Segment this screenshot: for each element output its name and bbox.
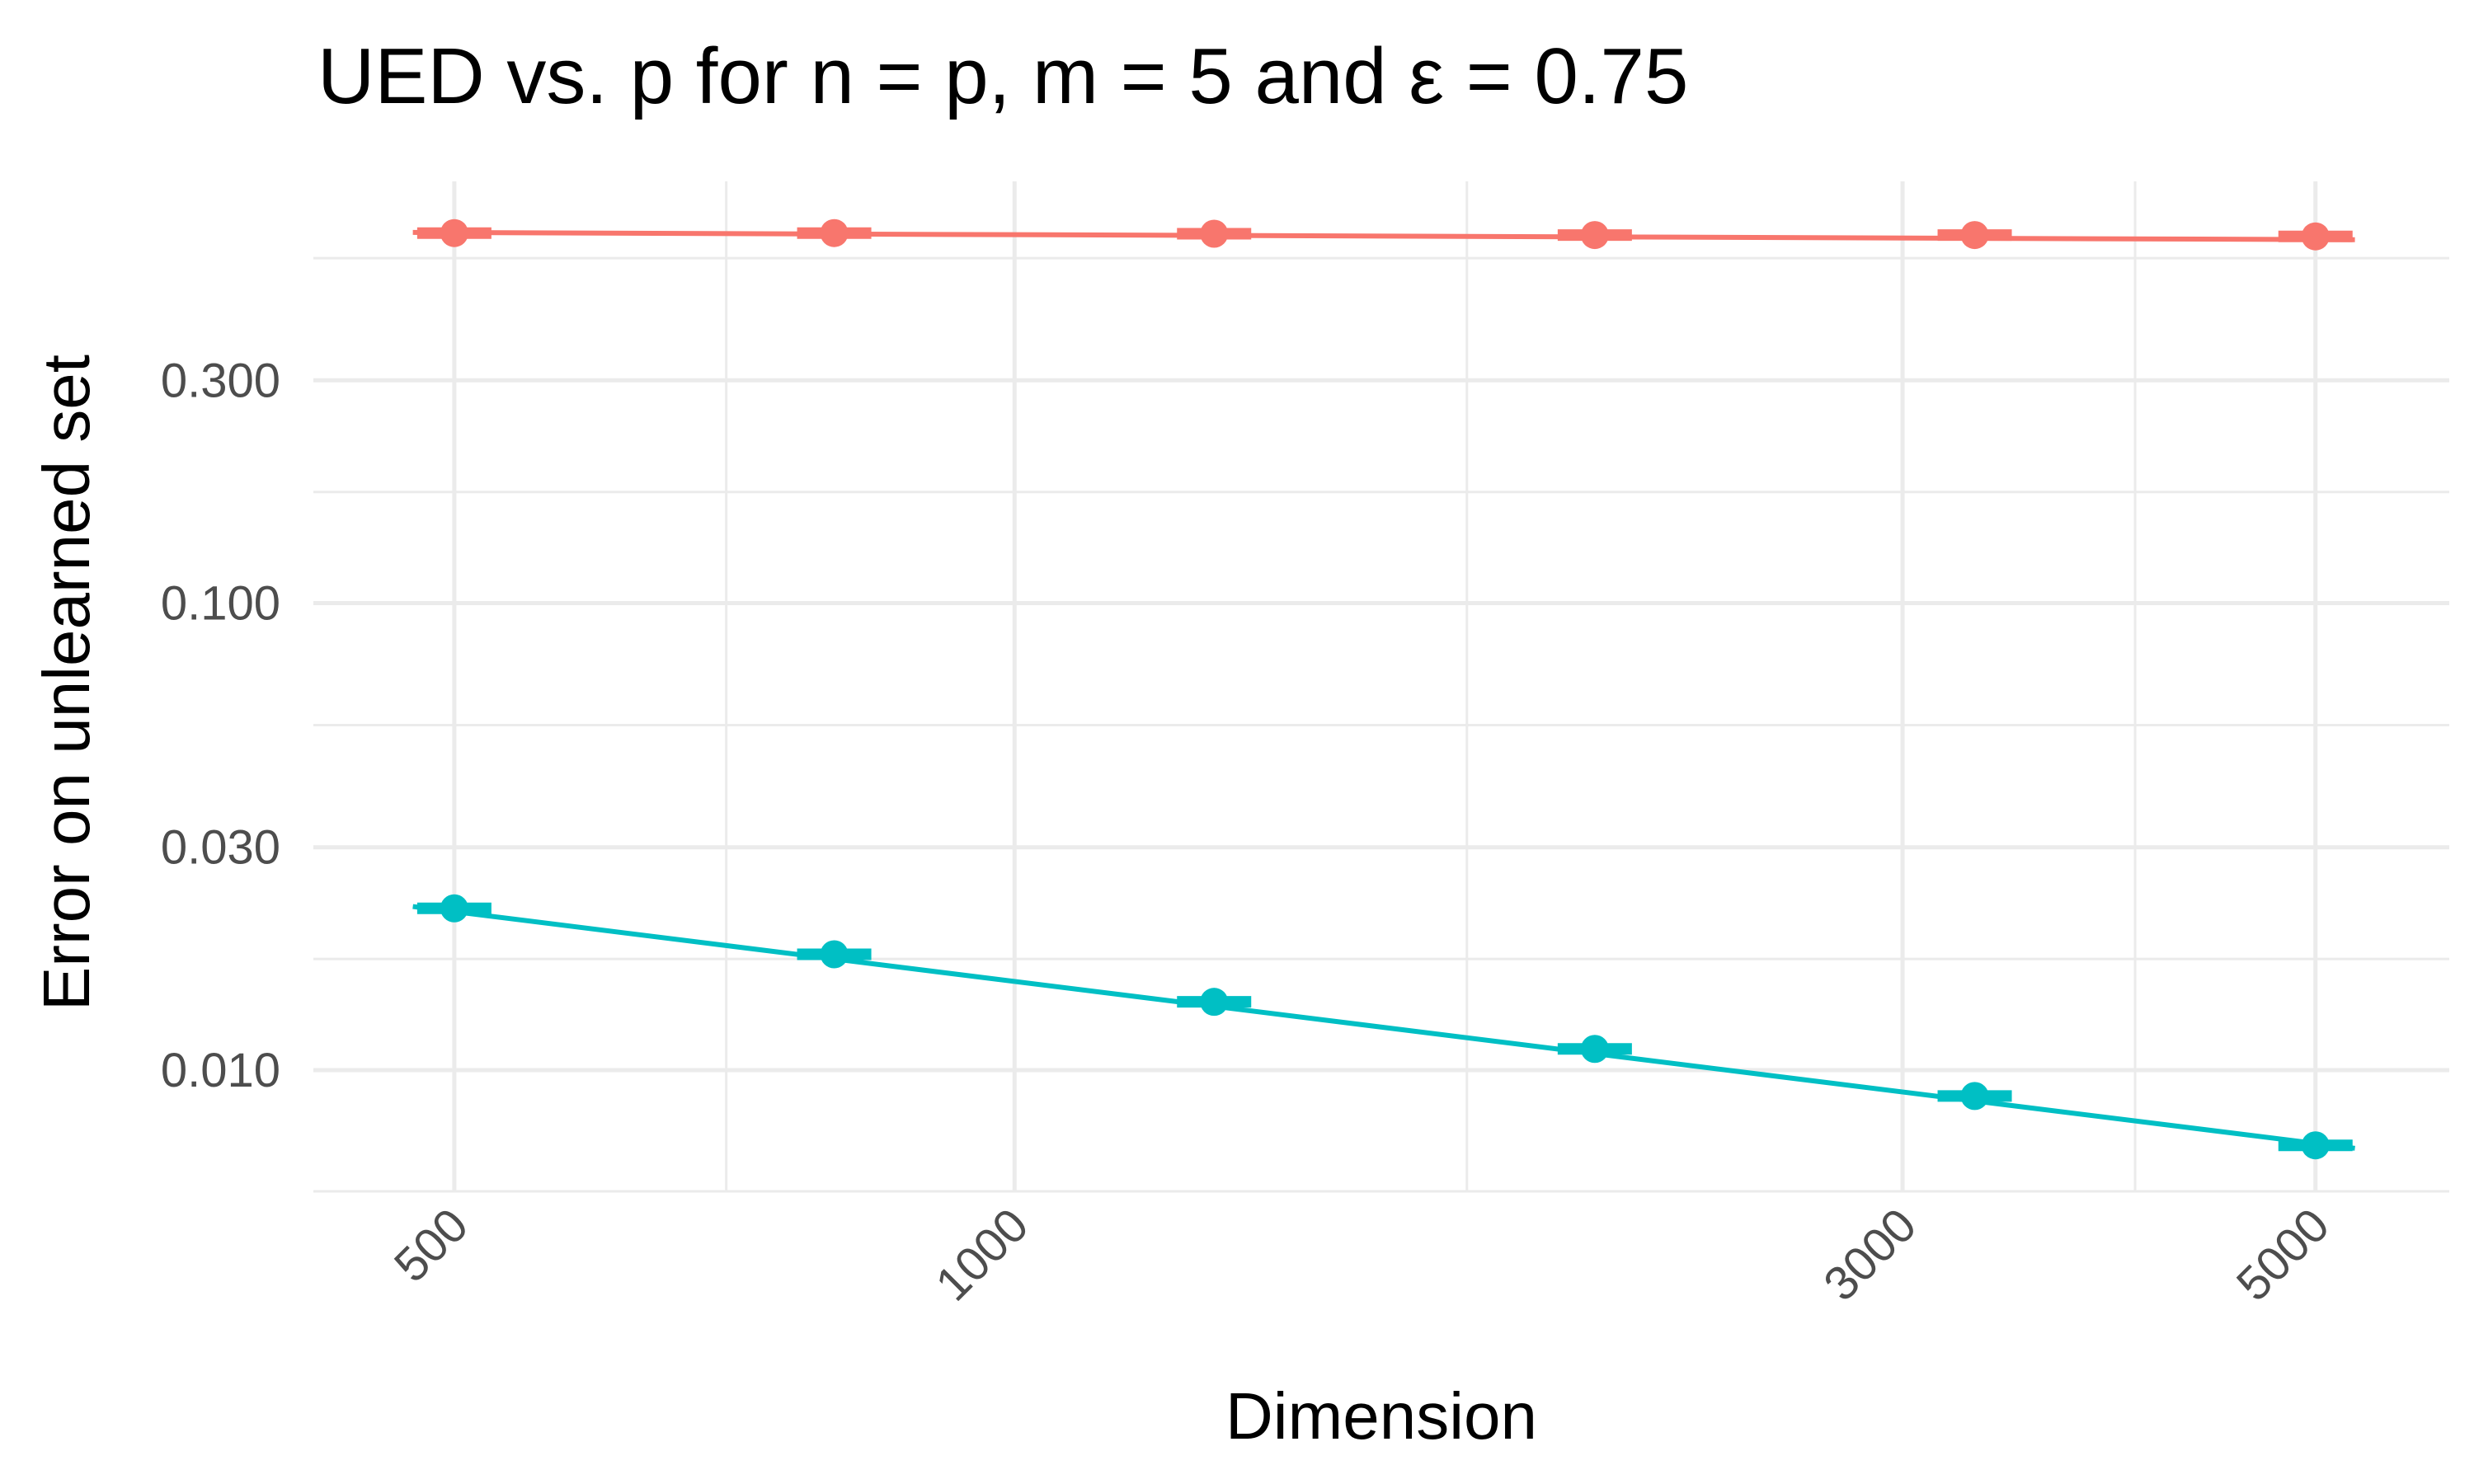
series-line xyxy=(412,904,2355,1151)
x-tick-label: 3000 xyxy=(1813,1198,1926,1311)
x-tick-label: 500 xyxy=(384,1198,478,1292)
data-point xyxy=(820,218,849,247)
x-axis-title: Dimension xyxy=(1225,1379,1537,1453)
chart-title: UED vs. p for n = p, m = 5 and ε = 0.75 xyxy=(317,32,1688,120)
grid xyxy=(313,181,2449,1193)
data-point xyxy=(2301,222,2330,251)
y-tick-label: 0.010 xyxy=(161,1044,280,1097)
y-tick-labels: 0.010 0.030 0.100 0.300 xyxy=(161,354,280,1097)
data-point xyxy=(1200,988,1229,1017)
data-point xyxy=(440,894,468,923)
data-point xyxy=(1580,1035,1609,1064)
y-tick-label: 0.100 xyxy=(161,577,280,631)
data-point xyxy=(1960,221,1989,250)
data-point xyxy=(1580,221,1609,250)
x-tick-label: 5000 xyxy=(2227,1198,2340,1311)
series-2 xyxy=(412,894,2355,1160)
series-line xyxy=(412,229,2355,242)
data-point xyxy=(1960,1082,1989,1111)
y-tick-label: 0.300 xyxy=(161,354,280,407)
data-point xyxy=(1200,219,1229,248)
x-tick-label: 1000 xyxy=(925,1198,1038,1311)
y-axis-title: Error on unlearned set xyxy=(30,355,103,1011)
data-point xyxy=(820,940,849,969)
x-tick-labels: 500 1000 3000 5000 xyxy=(384,1198,2340,1311)
data-point xyxy=(2301,1131,2330,1160)
y-tick-label: 0.030 xyxy=(161,821,280,875)
data-series xyxy=(412,218,2355,1160)
series-1 xyxy=(412,218,2355,251)
data-point xyxy=(440,218,468,247)
